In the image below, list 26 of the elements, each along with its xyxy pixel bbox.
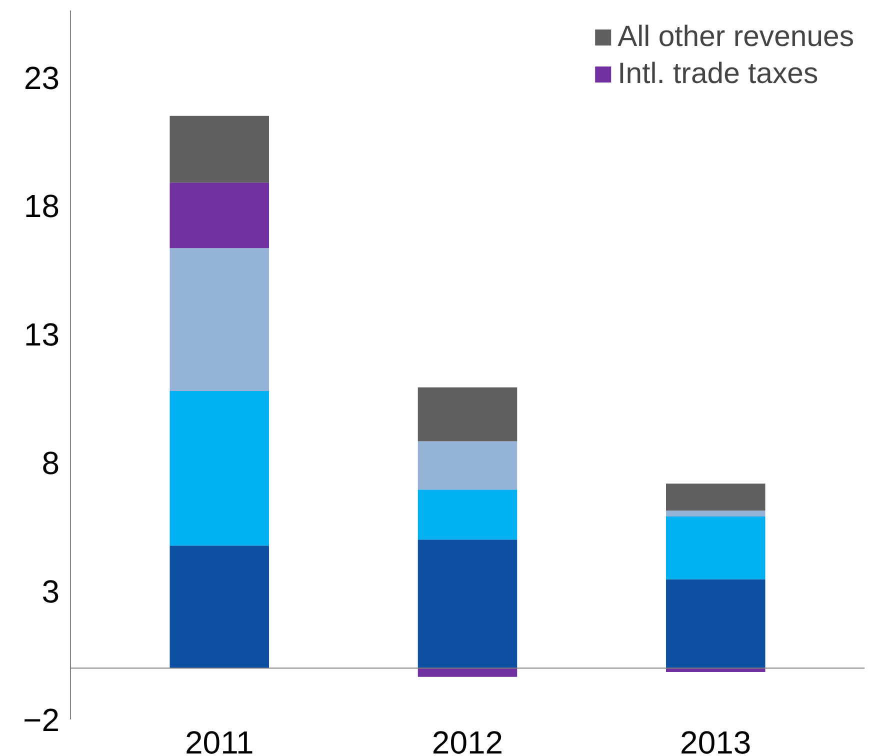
x-tick-label: 2013: [680, 724, 752, 756]
x-tick-label: 2012: [432, 724, 504, 756]
y-tick-label: −2: [23, 702, 60, 738]
y-tick-label: 18: [24, 188, 60, 224]
bar: [170, 248, 269, 391]
bar: [170, 182, 269, 248]
y-tick-label: 3: [42, 574, 60, 610]
bar: [666, 516, 766, 580]
bar: [418, 441, 518, 490]
y-tick-label: 8: [42, 445, 60, 482]
bar: [170, 390, 269, 546]
bar: [666, 579, 766, 668]
bar: [418, 490, 518, 540]
legend-label: All other revenues: [618, 20, 854, 54]
bar: [418, 387, 518, 442]
bar: [666, 668, 766, 672]
bar: [666, 484, 766, 511]
y-tick-label: 13: [24, 316, 60, 353]
x-tick-label: 2011: [184, 724, 254, 756]
legend-label: Intl. trade taxes: [618, 57, 818, 91]
y-tick-label: 23: [24, 60, 60, 96]
bar: [418, 668, 518, 677]
bar: [170, 116, 269, 183]
bar: [170, 546, 269, 668]
bar: [666, 510, 766, 517]
bar: [418, 540, 518, 668]
